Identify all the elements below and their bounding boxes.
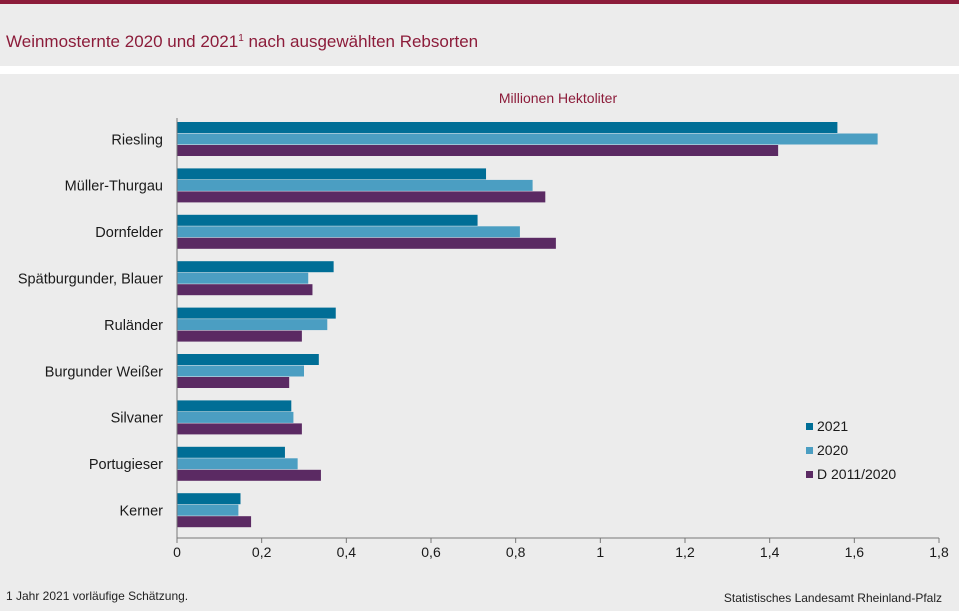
- legend-swatch: [806, 471, 813, 478]
- title-tail: nach ausgewählten Rebsorten: [243, 32, 479, 51]
- bar-d-2011-2020-3: [177, 284, 313, 296]
- category-label: Burgunder Weißer: [45, 364, 163, 380]
- chart-title: Weinmosternte 2020 und 20211 nach ausgew…: [6, 32, 478, 52]
- footnote: 1 Jahr 2021 vorläufige Schätzung.: [6, 589, 189, 603]
- legend-swatch: [806, 423, 813, 430]
- bar-2020-8: [177, 504, 239, 516]
- bar-d-2011-2020-6: [177, 423, 302, 435]
- x-tick-label: 1,2: [675, 544, 695, 560]
- x-tick-label: 1,8: [929, 544, 949, 560]
- x-tick-label: 1: [596, 544, 604, 560]
- bar-2020-0: [177, 133, 878, 145]
- x-tick-label: 0: [173, 544, 181, 560]
- unit-label: Millionen Hektoliter: [499, 90, 618, 106]
- bar-2020-1: [177, 179, 533, 191]
- x-tick-label: 0,8: [506, 544, 526, 560]
- top-accent-bar: [0, 0, 959, 4]
- x-tick-label: 0,4: [337, 544, 357, 560]
- legend-swatch: [806, 447, 813, 454]
- category-label: Riesling: [111, 132, 163, 148]
- category-label: Müller-Thurgau: [65, 179, 163, 195]
- bar-2020-7: [177, 458, 298, 470]
- bar-d-2011-2020-7: [177, 469, 321, 481]
- bar-2020-2: [177, 226, 520, 238]
- x-tick-label: 0,6: [421, 544, 441, 560]
- bar-2020-4: [177, 319, 328, 331]
- x-tick-label: 0,2: [252, 544, 272, 560]
- bar-2021-1: [177, 168, 487, 180]
- bar-2021-4: [177, 307, 336, 319]
- bar-d-2011-2020-1: [177, 191, 546, 203]
- category-label: Silvaner: [111, 411, 164, 427]
- bar-2020-3: [177, 272, 309, 284]
- bar-2021-8: [177, 493, 241, 505]
- category-label: Ruländer: [104, 318, 163, 334]
- bar-2021-7: [177, 446, 285, 458]
- x-tick-label: 1,6: [845, 544, 865, 560]
- category-label: Dornfelder: [95, 225, 163, 241]
- x-tick-label: 1,4: [760, 544, 780, 560]
- legend-label: 2021: [817, 418, 848, 434]
- title-main: Weinmosternte 2020 und 2021: [6, 32, 239, 51]
- title-footnote-marker: 1: [238, 33, 244, 44]
- bar-d-2011-2020-0: [177, 145, 779, 156]
- bar-2021-2: [177, 214, 478, 226]
- source-note: Statistisches Landesamt Rheinland-Pfalz: [723, 591, 942, 605]
- bar-d-2011-2020-4: [177, 330, 302, 342]
- bar-d-2011-2020-5: [177, 377, 290, 388]
- bar-2020-6: [177, 411, 294, 423]
- header-divider: [0, 66, 959, 74]
- category-label: Spätburgunder, Blauer: [18, 271, 163, 287]
- category-label: Kerner: [119, 503, 163, 519]
- bar-2021-5: [177, 354, 319, 365]
- legend-label: D 2011/2020: [817, 466, 896, 482]
- bar-d-2011-2020-8: [177, 516, 252, 528]
- bar-2020-5: [177, 365, 304, 377]
- bar-2021-3: [177, 261, 334, 273]
- bar-2021-0: [177, 122, 838, 133]
- bar-2021-6: [177, 400, 292, 412]
- bar-d-2011-2020-2: [177, 237, 556, 249]
- category-label: Portugieser: [89, 457, 163, 473]
- legend-label: 2020: [817, 442, 848, 458]
